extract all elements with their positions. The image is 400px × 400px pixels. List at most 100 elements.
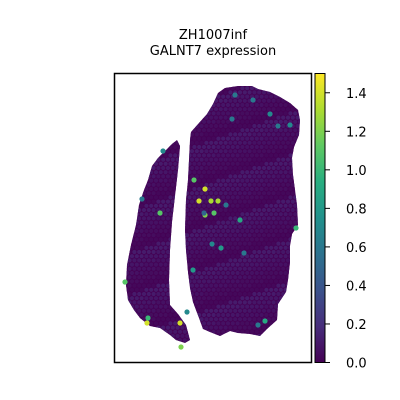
background-spot bbox=[237, 266, 243, 271]
background-spot bbox=[297, 102, 300, 108]
background-spot bbox=[206, 237, 211, 242]
background-spot bbox=[146, 333, 151, 339]
background-spot bbox=[132, 258, 137, 263]
background-spot bbox=[204, 283, 209, 288]
background-spot bbox=[165, 132, 171, 137]
expression-spot bbox=[275, 123, 281, 129]
background-spot bbox=[271, 123, 276, 129]
background-spot bbox=[225, 128, 231, 133]
background-spot bbox=[211, 178, 216, 183]
background-spot bbox=[189, 275, 195, 280]
background-spot bbox=[137, 291, 142, 297]
background-spot bbox=[209, 140, 214, 145]
background-spot bbox=[293, 94, 298, 99]
background-spot bbox=[182, 144, 187, 150]
background-spot bbox=[283, 212, 288, 217]
background-spot bbox=[259, 279, 264, 284]
background-spot bbox=[199, 216, 204, 221]
background-spot bbox=[228, 174, 233, 179]
background-spot bbox=[118, 258, 122, 262]
background-spot bbox=[165, 115, 171, 120]
background-spot bbox=[218, 107, 223, 112]
background-spot bbox=[240, 170, 245, 175]
background-spot bbox=[252, 291, 257, 297]
background-spot bbox=[240, 270, 245, 276]
background-spot bbox=[127, 224, 132, 229]
background-spot bbox=[120, 120, 124, 124]
background-spot bbox=[213, 249, 219, 255]
background-spot bbox=[141, 90, 147, 95]
background-spot bbox=[137, 182, 142, 187]
background-spot bbox=[276, 275, 281, 280]
background-spot bbox=[156, 98, 161, 103]
background-spot bbox=[129, 186, 135, 192]
background-spot bbox=[132, 207, 137, 213]
background-spot bbox=[261, 233, 267, 238]
background-spot bbox=[230, 178, 235, 183]
background-spot bbox=[209, 258, 214, 263]
background-spot bbox=[290, 291, 295, 297]
background-spot bbox=[281, 291, 286, 297]
background-spot bbox=[283, 170, 288, 175]
background-spot bbox=[182, 128, 187, 133]
background-spot bbox=[273, 304, 279, 309]
background-spot bbox=[303, 162, 307, 166]
background-spot bbox=[300, 191, 304, 195]
background-spot bbox=[213, 233, 219, 238]
background-spot bbox=[242, 207, 247, 213]
background-spot bbox=[163, 254, 168, 259]
background-spot bbox=[223, 123, 228, 129]
background-spot bbox=[144, 237, 149, 242]
background-spot bbox=[201, 153, 207, 158]
background-spot bbox=[173, 178, 178, 183]
background-spot bbox=[132, 325, 137, 330]
background-spot bbox=[149, 128, 154, 133]
background-spot bbox=[206, 245, 211, 250]
background-spot bbox=[146, 191, 151, 196]
background-spot bbox=[158, 94, 163, 99]
background-spot bbox=[249, 102, 255, 108]
background-spot bbox=[201, 237, 207, 242]
background-spot bbox=[173, 237, 178, 242]
background-spot bbox=[228, 300, 233, 305]
background-spot bbox=[194, 325, 199, 330]
background-spot bbox=[146, 90, 151, 95]
background-spot bbox=[276, 266, 281, 271]
background-spot bbox=[257, 249, 262, 255]
expression-spot bbox=[223, 202, 229, 208]
background-spot bbox=[168, 144, 173, 150]
expression-spot bbox=[191, 177, 197, 183]
background-spot bbox=[285, 182, 291, 187]
background-spot bbox=[185, 199, 190, 204]
background-spot bbox=[168, 329, 173, 334]
background-spot bbox=[283, 153, 288, 158]
background-spot bbox=[126, 308, 127, 313]
background-spot bbox=[194, 224, 199, 229]
background-spot bbox=[168, 161, 173, 166]
background-spot bbox=[303, 145, 307, 149]
expression-spot bbox=[211, 210, 217, 216]
background-spot bbox=[137, 283, 142, 288]
background-spot bbox=[187, 170, 192, 175]
background-spot bbox=[288, 262, 293, 267]
background-spot bbox=[273, 186, 279, 192]
background-spot bbox=[204, 233, 209, 238]
background-spot bbox=[290, 199, 295, 204]
background-spot bbox=[126, 258, 127, 263]
background-spot bbox=[276, 199, 281, 204]
background-spot bbox=[233, 224, 238, 229]
background-spot bbox=[295, 291, 300, 297]
background-spot bbox=[170, 300, 175, 305]
background-spot bbox=[233, 107, 238, 112]
background-spot bbox=[213, 132, 219, 137]
background-spot bbox=[182, 329, 187, 334]
background-spot bbox=[156, 275, 161, 280]
background-spot bbox=[161, 216, 166, 221]
background-spot bbox=[197, 186, 202, 192]
background-spot bbox=[153, 270, 159, 276]
background-spot bbox=[199, 325, 204, 330]
background-spot bbox=[218, 275, 223, 280]
background-spot bbox=[297, 312, 300, 318]
background-spot bbox=[134, 296, 139, 301]
background-spot bbox=[163, 287, 168, 292]
